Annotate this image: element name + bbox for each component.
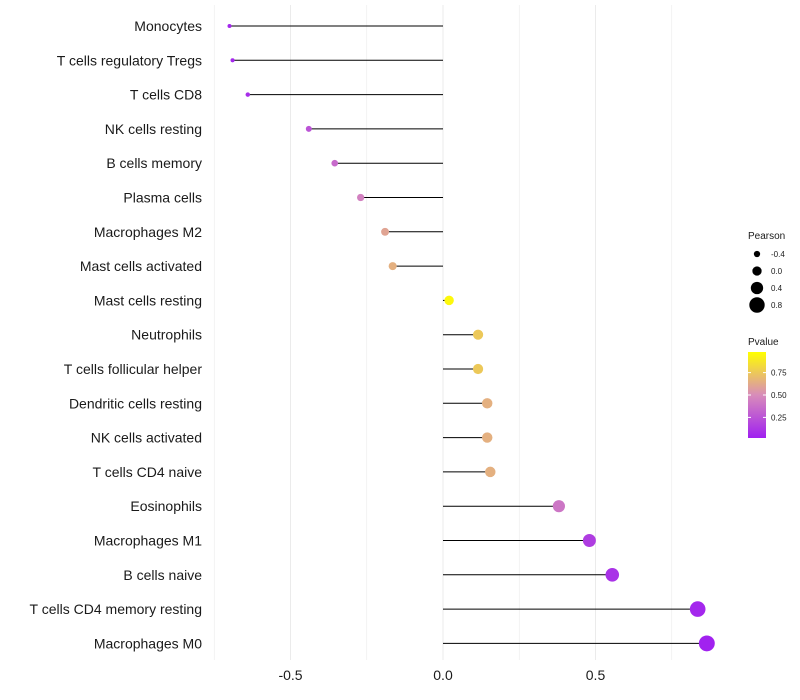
point bbox=[698, 635, 715, 652]
size-legend-key bbox=[750, 281, 764, 295]
point bbox=[582, 534, 596, 547]
size-legend-title: Pearson bbox=[748, 231, 785, 242]
category-label: Eosinophils bbox=[130, 498, 202, 514]
point bbox=[482, 398, 493, 409]
size-legend-label: 0.4 bbox=[771, 284, 783, 293]
size-legend: Pearson -0.4 0.0 0.4 0.8 bbox=[748, 231, 785, 313]
category-label: T cells CD8 bbox=[130, 87, 202, 103]
point bbox=[605, 568, 620, 582]
size-legend-key bbox=[752, 266, 762, 276]
category-labels: Monocytes T cells regulatory Tregs T cells… bbox=[30, 18, 203, 651]
size-legend-key bbox=[749, 297, 765, 313]
color-legend-label: 0.50 bbox=[771, 391, 787, 400]
category-label: T cells CD4 memory resting bbox=[30, 601, 202, 617]
size-legend-label: -0.4 bbox=[771, 250, 785, 259]
x-tick-label: 0.5 bbox=[586, 667, 606, 683]
category-label: T cells CD4 naive bbox=[93, 464, 203, 480]
point bbox=[381, 227, 389, 236]
point bbox=[485, 466, 496, 478]
category-label: T cells regulatory Tregs bbox=[57, 52, 202, 68]
point bbox=[472, 329, 484, 340]
category-label: NK cells resting bbox=[105, 121, 202, 137]
category-label: Dendritic cells resting bbox=[69, 395, 202, 411]
size-legend-key bbox=[753, 250, 761, 258]
category-label: Mast cells resting bbox=[94, 292, 202, 308]
x-tick-label: 0.0 bbox=[433, 667, 453, 683]
x-axis-ticks: -0.5 0.0 0.5 bbox=[278, 667, 605, 683]
category-label: T cells follicular helper bbox=[64, 361, 203, 377]
point bbox=[357, 193, 365, 202]
color-legend-label: 0.25 bbox=[771, 413, 787, 422]
category-label: NK cells activated bbox=[91, 430, 202, 446]
color-legend: Pvalue 0.75 0.50 0.25 bbox=[748, 337, 787, 438]
color-legend-label: 0.75 bbox=[771, 369, 787, 378]
point bbox=[388, 262, 397, 271]
grid-lines bbox=[213, 5, 673, 660]
point bbox=[230, 58, 235, 63]
category-label: Mast cells activated bbox=[80, 258, 202, 274]
point bbox=[245, 92, 251, 97]
category-label: Neutrophils bbox=[131, 327, 202, 343]
category-label: Macrophages M1 bbox=[94, 533, 202, 549]
point bbox=[331, 159, 339, 167]
size-legend-label: 0.0 bbox=[771, 267, 783, 276]
size-legend-label: 0.8 bbox=[771, 301, 783, 310]
point bbox=[227, 24, 232, 28]
category-label: Plasma cells bbox=[123, 190, 202, 206]
category-label: B cells naive bbox=[123, 567, 202, 583]
point bbox=[305, 125, 312, 132]
category-label: Macrophages M2 bbox=[94, 224, 202, 240]
points bbox=[227, 24, 715, 652]
point bbox=[552, 500, 566, 513]
point bbox=[482, 432, 493, 443]
category-label: Monocytes bbox=[134, 18, 202, 34]
x-tick-label: -0.5 bbox=[278, 667, 302, 683]
color-legend-title: Pvalue bbox=[748, 337, 779, 348]
point bbox=[689, 601, 706, 617]
category-label: Macrophages M0 bbox=[94, 635, 202, 651]
stems bbox=[229, 25, 707, 644]
point bbox=[444, 295, 454, 306]
color-legend-bar bbox=[748, 352, 766, 438]
category-label: B cells memory bbox=[106, 155, 202, 171]
point bbox=[472, 363, 484, 375]
